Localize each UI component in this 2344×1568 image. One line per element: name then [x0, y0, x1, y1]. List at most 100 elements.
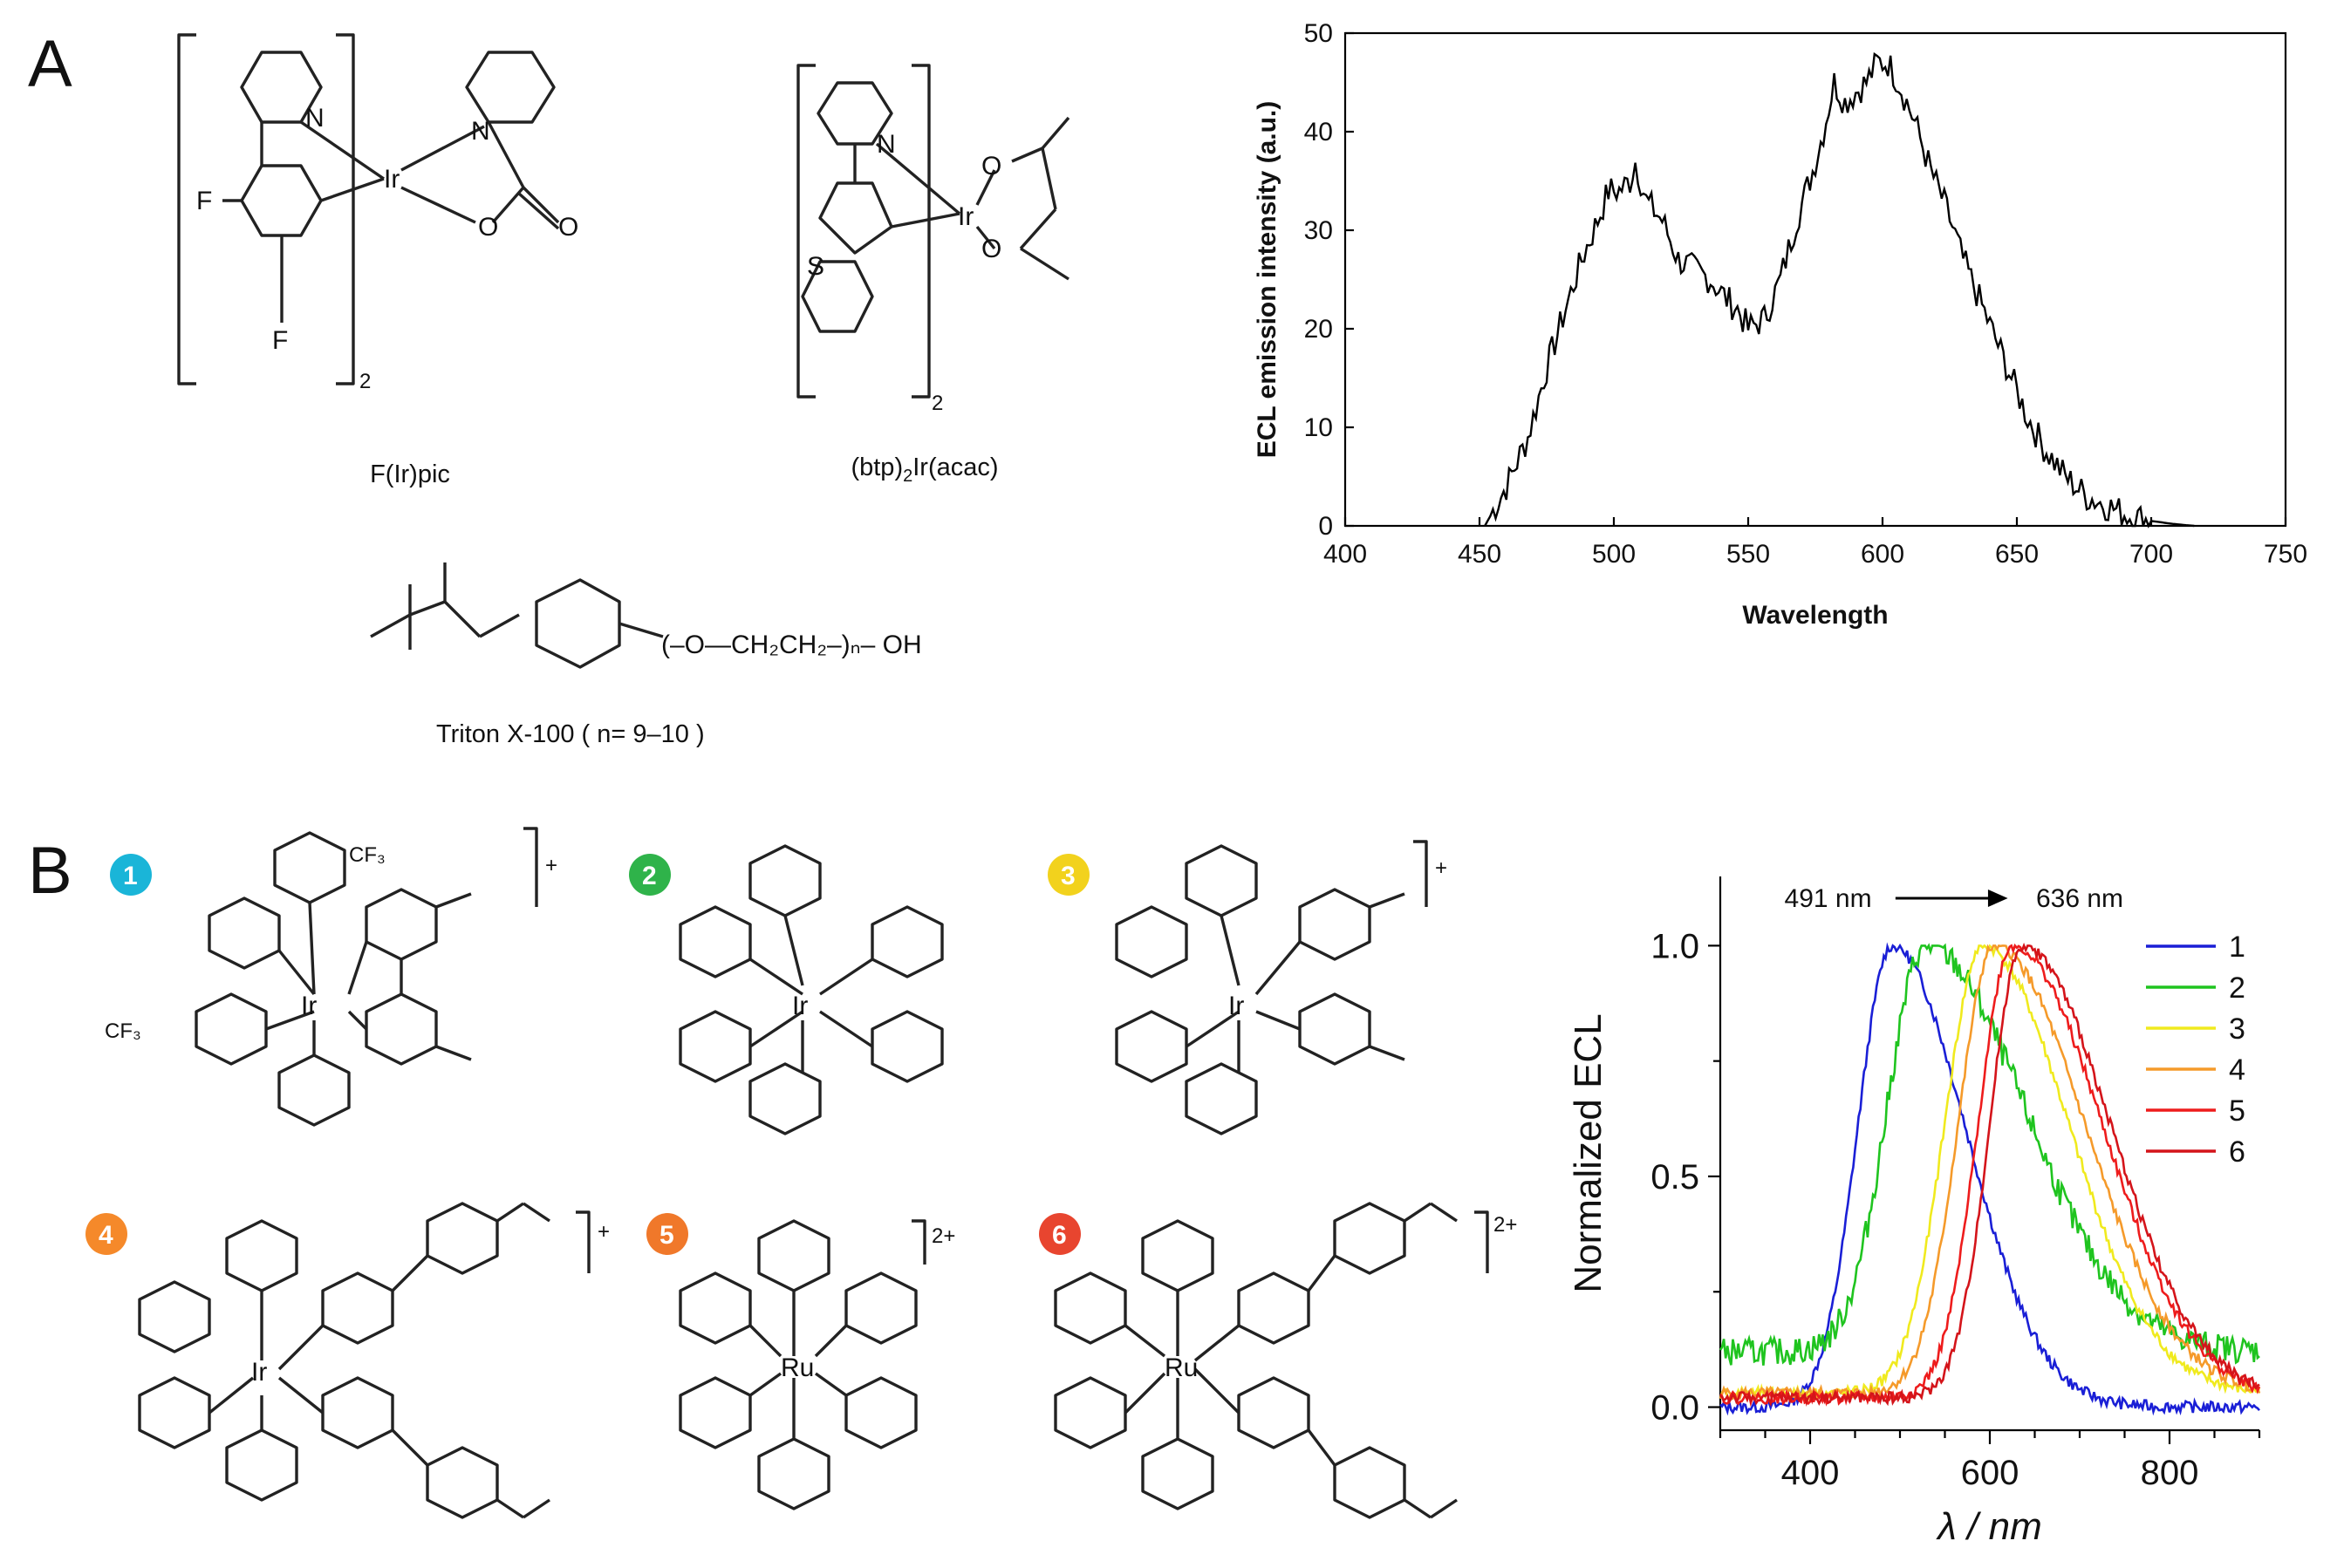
bracket-subscript: 2 [932, 392, 943, 415]
panel-letter-b: B [28, 834, 72, 908]
complex-badge-5-number: 5 [659, 1221, 674, 1250]
atom-ir: Ir [958, 202, 974, 231]
charge-3: + [1435, 856, 1447, 880]
x-tick-label: 550 [1726, 540, 1770, 569]
complex-6-structure [1054, 1202, 1489, 1519]
triton-chain-formula: (–O—CH₂CH₂–)ₙ– OH [661, 631, 922, 659]
y-tick-label: 0.0 [1650, 1389, 1699, 1428]
atom-ir: Ir [1228, 992, 1244, 1020]
atom-ir: Ir [792, 992, 808, 1020]
annotation-arrow-head [1987, 890, 2008, 907]
btp2-ir-acac-structure [796, 64, 1070, 399]
y-axis-label: ECL emission intensity (a.u.) [1253, 101, 1281, 459]
y-tick-label: 50 [1304, 19, 1333, 48]
y-tick-label: 40 [1304, 118, 1333, 147]
atom-o: O [558, 213, 578, 242]
complex-badge-3 [1048, 854, 1090, 896]
legend-label-3: 3 [2229, 1012, 2245, 1046]
complex-badge-2-number: 2 [642, 862, 657, 890]
x-tick-label: 500 [1592, 540, 1636, 569]
y-tick-label: 1.0 [1650, 927, 1699, 965]
x-axis-label: λ / nm [1936, 1505, 2041, 1548]
caption-btp-tail: Ir(acac) [912, 453, 999, 481]
atom-n: N [471, 117, 490, 146]
caption-btp2-ir-acac: (btp)2Ir(acac) [811, 453, 1038, 487]
x-tick-label: 450 [1458, 540, 1501, 569]
atom-ru: Ru [1165, 1353, 1198, 1382]
y-tick-label: 10 [1304, 413, 1333, 442]
y-tick-label: 0.5 [1650, 1158, 1699, 1196]
y-tick-label: 20 [1304, 315, 1333, 344]
caption-triton: Triton X-100 ( n= 9–10 ) [436, 720, 705, 748]
complex-badge-2 [629, 854, 671, 896]
complex-badge-6-number: 6 [1052, 1221, 1067, 1250]
firpic-structure [177, 33, 560, 385]
charge-4: + [598, 1220, 610, 1244]
x-tick-label: 800 [2141, 1454, 2199, 1492]
charge-1: + [545, 854, 557, 877]
series-line-ecl [1484, 51, 2195, 528]
series-line-5 [1719, 943, 2261, 1408]
complex-badge-5 [646, 1213, 688, 1255]
x-axis-label: Wavelength [1742, 601, 1888, 630]
atom-o: O [981, 235, 1001, 263]
atom-ir: Ir [384, 165, 400, 194]
cf3-group: CF₃ [349, 843, 386, 867]
atom-s: S [807, 252, 824, 281]
bracket-subscript: 2 [359, 370, 371, 393]
complex-badge-1-number: 1 [123, 862, 138, 890]
legend-label-1: 1 [2229, 931, 2245, 964]
series-line-3 [1719, 944, 2261, 1402]
complex-3-structure [1115, 840, 1428, 1135]
atom-o: O [478, 213, 498, 242]
atom-f: F [196, 187, 212, 215]
charge-5: 2+ [932, 1224, 955, 1248]
y-tick-label: 30 [1304, 216, 1333, 245]
x-tick-label: 600 [1961, 1454, 2019, 1492]
atom-f: F [272, 326, 288, 355]
x-tick-label: 400 [1781, 1454, 1840, 1492]
complex-badge-4 [85, 1213, 127, 1255]
complex-badge-4-number: 4 [99, 1221, 113, 1250]
series-line-6 [1719, 942, 2260, 1408]
atom-n: N [877, 130, 896, 159]
atom-ru: Ru [781, 1353, 814, 1382]
complex-badge-3-number: 3 [1061, 862, 1076, 890]
caption-firpic: F(Ir)pic [370, 460, 450, 488]
legend-label-2: 2 [2229, 971, 2245, 1005]
complex-4-structure [138, 1202, 591, 1519]
series-line-4 [1719, 944, 2261, 1402]
x-tick-label: 600 [1861, 540, 1904, 569]
complex-5-structure [679, 1219, 926, 1510]
atom-n: N [305, 104, 325, 133]
complex-1-structure [195, 827, 538, 1127]
triton-structure [370, 562, 664, 669]
panel-letter-a: A [28, 27, 72, 101]
charge-6: 2+ [1493, 1213, 1517, 1237]
caption-btp-sub: 2 [903, 466, 913, 486]
cf3-group: CF₃ [105, 1019, 141, 1043]
x-tick-label: 750 [2264, 540, 2307, 569]
y-axis-label: Normalized ECL [1567, 1013, 1609, 1292]
complex-badge-6 [1039, 1213, 1081, 1255]
x-tick-label: 700 [2129, 540, 2173, 569]
atom-ir: Ir [251, 1358, 267, 1387]
atom-ir: Ir [301, 992, 317, 1020]
series-line-2 [1719, 943, 2260, 1366]
legend-label-6: 6 [2229, 1135, 2245, 1169]
caption-btp-main: (btp) [851, 453, 904, 481]
legend-label-5: 5 [2229, 1094, 2245, 1128]
chart-a-frame [1343, 31, 2287, 528]
annotation-from: 491 nm [1785, 884, 1872, 913]
series-line-1 [1719, 942, 2260, 1416]
x-tick-label: 650 [1995, 540, 2039, 569]
atom-o: O [981, 152, 1001, 181]
complex-badge-1 [110, 854, 152, 896]
x-tick-label: 400 [1323, 540, 1367, 569]
complex-2-structure [679, 844, 944, 1135]
annotation-to: 636 nm [2036, 884, 2123, 913]
legend-label-4: 4 [2229, 1053, 2245, 1087]
